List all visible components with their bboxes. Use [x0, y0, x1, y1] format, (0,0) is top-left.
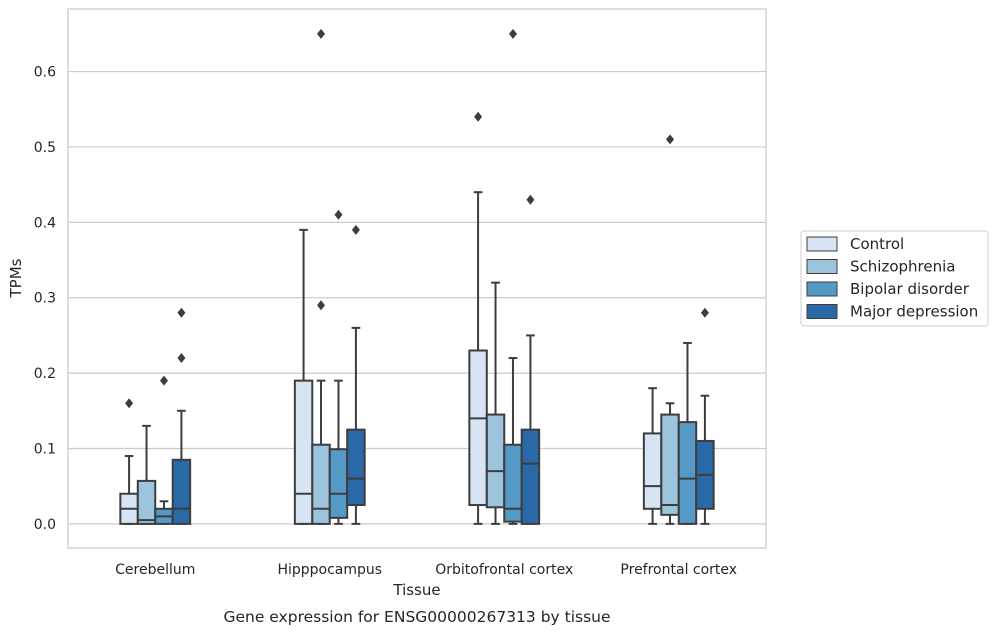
x-tick-label: Cerebellum: [115, 562, 195, 578]
plot-series: [119, 28, 715, 525]
box-2-1: [485, 281, 506, 525]
box-3-2: [677, 341, 698, 525]
flier-point: [177, 307, 186, 318]
box-body: [485, 413, 506, 509]
box-body: [136, 479, 157, 525]
flier-point: [159, 375, 168, 386]
box-3-3: [695, 307, 715, 525]
flier-point: [700, 307, 709, 318]
x-tick-label: Hipppocampus: [277, 562, 382, 578]
box-body: [520, 428, 541, 525]
box-body: [328, 448, 349, 519]
legend-label: Major depression: [850, 303, 978, 321]
flier-point: [334, 209, 343, 220]
box-body: [293, 379, 314, 525]
legend-label: Control: [850, 235, 904, 253]
y-tick-label: 0.4: [34, 215, 56, 231]
y-tick-label: 0.0: [34, 517, 56, 533]
flier-point: [351, 224, 360, 235]
x-tick-label: Orbitofrontal cortex: [435, 562, 573, 578]
legend-label: Bipolar disorder: [850, 280, 970, 298]
flier-point: [177, 353, 186, 364]
box-body: [503, 443, 523, 523]
box-1-3: [346, 224, 366, 525]
flier-point: [474, 111, 483, 122]
box-2-2: [503, 28, 523, 525]
legend-swatch: [806, 281, 838, 297]
flier-point: [317, 28, 326, 39]
y-tick-label: 0.5: [34, 140, 56, 156]
flier-point: [125, 398, 134, 409]
legend-frame: [800, 230, 989, 327]
y-tick-label: 0.6: [34, 65, 56, 81]
box-2-0: [468, 111, 488, 525]
box-body: [468, 349, 488, 507]
gridlines: [68, 70, 766, 525]
legend-swatch: [806, 259, 838, 274]
box-1-0: [293, 228, 314, 525]
box-0-3: [171, 307, 192, 525]
flier-point: [526, 194, 535, 205]
box-0-1: [136, 424, 157, 525]
flier-point: [508, 28, 517, 39]
y-axis-ticks: 0.0 0.1 0.2 0.3 0.4 0.5 0.6: [34, 65, 56, 533]
legend-swatch: [806, 236, 838, 252]
box-0-2: [154, 375, 174, 525]
x-axis-label: Tissue: [392, 581, 440, 599]
flier-point: [666, 134, 675, 145]
x-axis-ticks: Cerebellum Hipppocampus Orbitofrontal cort…: [115, 562, 737, 578]
legend-label: Schizophrenia: [850, 258, 955, 276]
chart-caption: Gene expression for ENSG00000267313 by t…: [223, 608, 610, 626]
box-2-3: [520, 194, 541, 525]
box-body: [171, 458, 192, 525]
y-tick-label: 0.2: [34, 366, 56, 382]
box-body: [346, 428, 366, 507]
box-0-0: [119, 398, 139, 525]
legend-swatch: [806, 304, 838, 319]
flier-point: [317, 300, 326, 311]
y-axis-label: TPMs: [7, 258, 25, 298]
legend: Control Schizophrenia Bipolar disorder Majo…: [800, 230, 989, 327]
x-tick-label: Prefrontal cortex: [620, 562, 737, 578]
y-tick-label: 0.3: [34, 291, 56, 307]
box-body: [642, 432, 663, 510]
box-body: [660, 413, 680, 516]
box-1-2: [328, 209, 349, 525]
box-body: [311, 443, 331, 525]
y-tick-label: 0.1: [34, 441, 56, 457]
box-3-1: [660, 134, 680, 525]
box-body: [677, 421, 698, 525]
box-3-0: [642, 387, 663, 525]
box-1-1: [311, 28, 331, 525]
plot-area-frame: [67, 8, 767, 549]
